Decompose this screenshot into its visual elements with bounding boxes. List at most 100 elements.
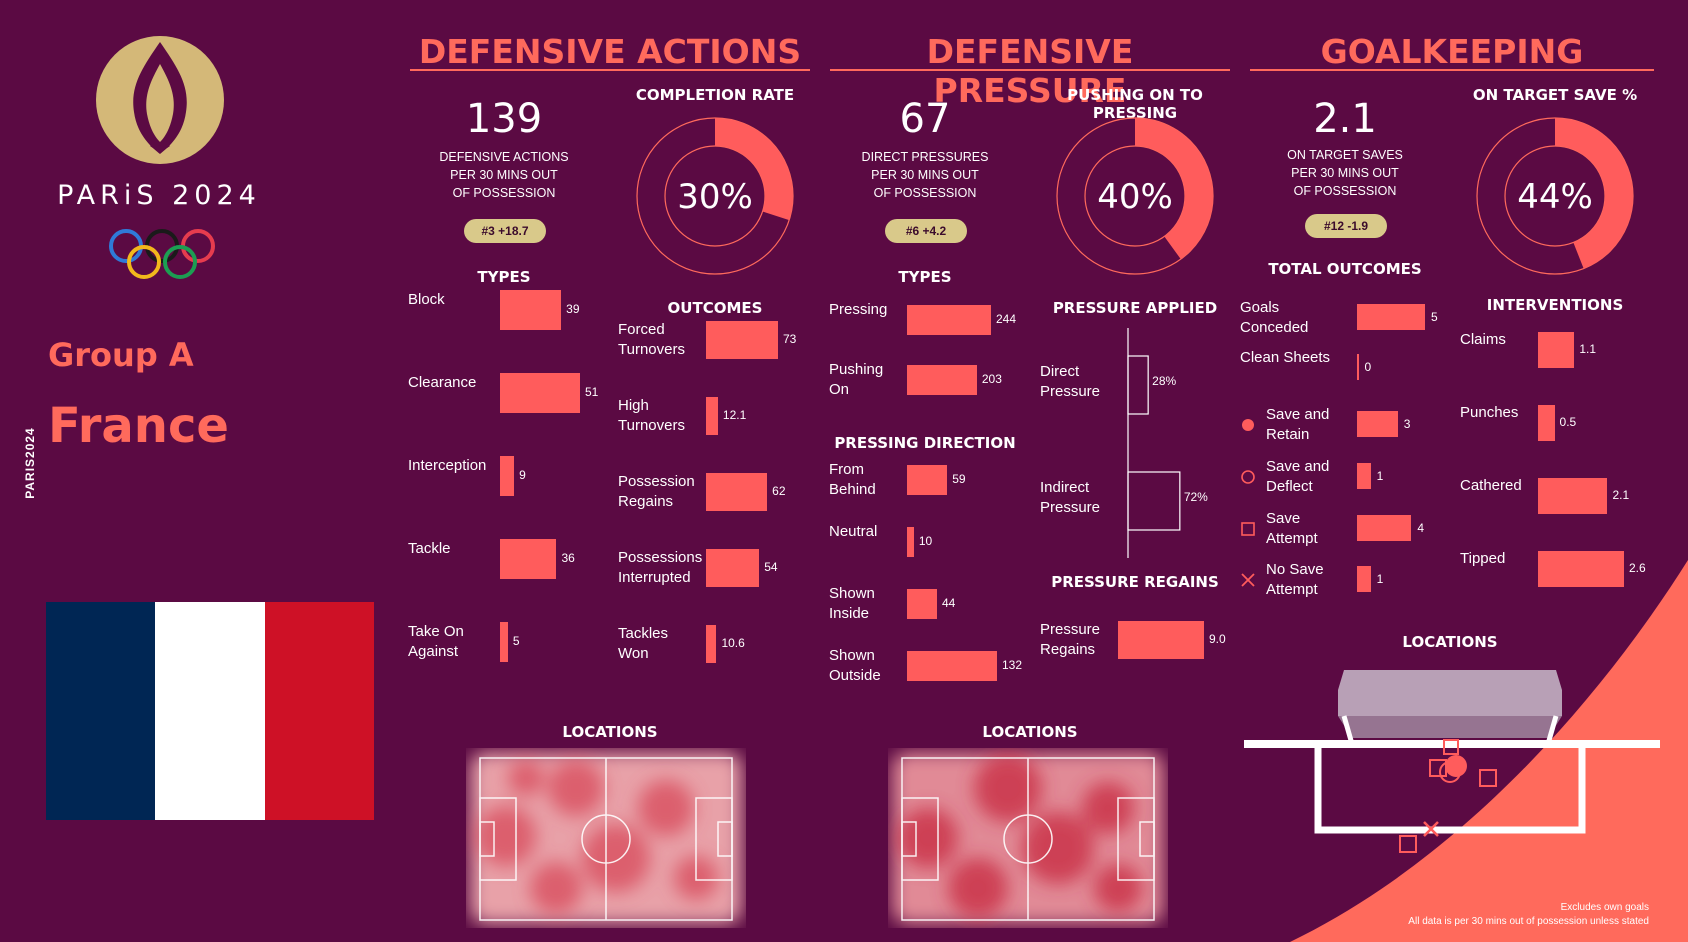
bar-label: Possessions Interrupted <box>618 549 703 586</box>
dp-regains-chart: Pressure Regains 9.0 <box>1040 621 1240 680</box>
defensive-pressure-title: DEFENSIVE PRESSURE <box>926 32 1134 110</box>
defensive-actions-rule <box>410 69 810 71</box>
gk-save-value: 44% <box>1517 177 1593 217</box>
bar <box>500 539 557 579</box>
dp-types-title: TYPES <box>898 268 952 286</box>
pressure-applied-label: Indirect Pressure <box>1040 479 1101 516</box>
bar-value: 36 <box>561 551 575 565</box>
footnote-1: Excludes own goals <box>1560 902 1649 913</box>
da-types-title: TYPES <box>477 268 531 286</box>
dot-marker-icon <box>1242 419 1254 431</box>
bar-value: 2.1 <box>1612 488 1630 502</box>
donut-value-arc <box>1477 118 1633 274</box>
dp-pushing-donut <box>1056 117 1214 275</box>
gk-event-square <box>1399 835 1417 853</box>
bar-value: 10 <box>918 534 933 548</box>
dp-pushing-title: PUSHING ON TO PRESSING <box>1067 86 1203 122</box>
bar-value: 39 <box>566 302 580 316</box>
donut-value-arc <box>637 118 793 274</box>
dp-heatmap-pitch <box>892 752 1164 924</box>
bar-label: Pushing On <box>829 361 884 398</box>
bar <box>907 465 948 495</box>
bar <box>1538 332 1575 368</box>
donut-value-arc <box>1057 118 1213 274</box>
outcome-value: 3 <box>1403 417 1411 431</box>
bar <box>907 589 937 619</box>
outcome-label: Clean Sheets <box>1240 349 1331 366</box>
dp-big-value: 67 <box>899 96 951 142</box>
bar-value: 59 <box>952 472 966 486</box>
outcome-value: 1 <box>1376 572 1384 586</box>
gk-outcomes-chart: Goals Conceded 5 Clean Sheets 0 Save and Ret… <box>1240 299 1440 618</box>
dp-big-label: DIRECT PRESSURES PER 30 MINS OUT OF POSS… <box>861 150 989 200</box>
outcome-bar <box>1357 463 1371 489</box>
bar-label: Cathered <box>1460 477 1522 494</box>
bar-value: 62 <box>772 484 786 498</box>
gk-interventions-chart: Claims 1.1 Punches 0.5 Cathered 2.1 Tipped 2.6 <box>1460 331 1680 620</box>
bar-label: Punches <box>1460 404 1519 421</box>
flag-stripe-white <box>155 602 265 820</box>
bar-label: High Turnovers <box>618 397 685 434</box>
bar-value: 5 <box>512 634 520 648</box>
outcome-bar <box>1357 411 1398 437</box>
bar <box>500 290 562 330</box>
pressure-applied-value: 28% <box>1152 374 1177 388</box>
cross-marker-icon <box>1241 573 1255 587</box>
pressure-applied-label: Direct Pressure <box>1040 363 1101 400</box>
bar <box>907 651 997 681</box>
side-wordmark: PARIS2024 <box>23 427 37 499</box>
bar-label: Interception <box>408 457 487 474</box>
outcome-value: 0 <box>1364 360 1372 374</box>
da-outcomes-title: OUTCOMES <box>667 299 763 317</box>
gk-save-title: ON TARGET SAVE % <box>1472 86 1638 104</box>
bar-label: From Behind <box>829 461 876 498</box>
bar-value: 12.1 <box>722 408 747 422</box>
outcome-value: 5 <box>1431 310 1438 324</box>
team-name: France <box>48 398 229 454</box>
outcome-label: Save Attempt <box>1266 510 1318 547</box>
defensive-actions-title: DEFENSIVE ACTIONS <box>418 32 802 71</box>
bar-value: 132 <box>1002 658 1023 672</box>
bar-value: 1.1 <box>1579 342 1597 356</box>
bar-label: Shown Outside <box>829 647 881 684</box>
outcome-bar <box>1357 515 1412 541</box>
bar-label: Tackle <box>408 540 451 557</box>
dp-applied-title: PRESSURE APPLIED <box>1052 299 1218 317</box>
bar-value: 54 <box>764 560 778 574</box>
bar <box>907 527 914 557</box>
gk-rank-badge: #12 -1.9 <box>1305 214 1387 238</box>
da-outcomes-chart: Forced Turnovers 73 High Turnovers 12.1 Poss… <box>618 321 818 700</box>
gk-event-square <box>1429 759 1447 777</box>
event-wordmark: PARiS 2024 <box>57 180 261 211</box>
da-locations-title: LOCATIONS <box>562 723 658 741</box>
da-completion-title: COMPLETION RATE <box>635 86 795 104</box>
gk-locations-title: LOCATIONS <box>1402 633 1498 651</box>
bar <box>706 321 778 359</box>
bar <box>706 625 717 663</box>
dp-types-chart: Pressing 244 Pushing On 203 <box>829 301 1029 410</box>
gk-event-cross <box>1423 821 1439 837</box>
bar-label: Clearance <box>408 374 477 391</box>
bar-value: 203 <box>981 372 1002 386</box>
bar-value: 10.6 <box>721 636 745 650</box>
gk-goal-diagram <box>1244 670 1660 853</box>
bar <box>907 305 991 335</box>
dp-regains-title: PRESSURE REGAINS <box>1051 573 1219 591</box>
da-completion-donut <box>636 117 794 275</box>
flag-stripe-red <box>264 602 374 820</box>
bar-value: 9 <box>519 468 526 482</box>
bar <box>500 373 580 413</box>
da-big-label: DEFENSIVE ACTIONS PER 30 MINS OUT OF POS… <box>439 150 569 200</box>
paris-2024-logo <box>96 36 224 164</box>
bar-label: Tipped <box>1460 550 1506 567</box>
bar-label: Claims <box>1460 331 1506 348</box>
bar <box>907 365 977 395</box>
outcome-value: 4 <box>1417 521 1425 535</box>
da-heatmap-pitch <box>470 752 742 924</box>
dp-direction-chart: From Behind 59 Neutral 10 Shown Inside 44 Show… <box>829 461 1029 710</box>
dp-direction-title: PRESSING DIRECTION <box>834 434 1016 452</box>
outcome-label: No Save Attempt <box>1266 561 1324 598</box>
olympic-rings <box>109 229 215 279</box>
outcome-value: 1 <box>1376 469 1384 483</box>
